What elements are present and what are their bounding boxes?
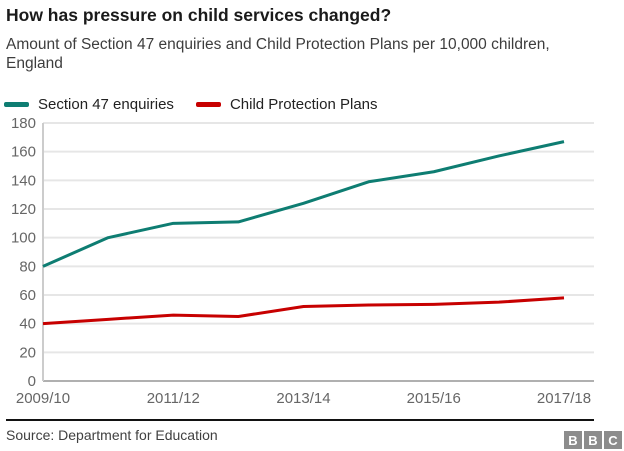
legend-swatch-icon bbox=[195, 102, 221, 107]
series-line-child-protection-plans bbox=[42, 296, 565, 326]
legend-swatch-icon bbox=[4, 102, 29, 107]
y-tick-label: 80 bbox=[19, 258, 36, 275]
y-tick-label: 140 bbox=[11, 172, 36, 189]
legend-item-section-47-enquiries: Section 47 enquiries bbox=[4, 96, 174, 113]
legend-label: Section 47 enquiries bbox=[38, 96, 174, 113]
footer-divider bbox=[6, 419, 594, 421]
x-tick-label: 2011/12 bbox=[147, 390, 200, 407]
series-line-section-47-enquiries bbox=[42, 140, 565, 268]
bbc-logo-block: B bbox=[564, 431, 582, 449]
y-tick-label: 160 bbox=[11, 144, 36, 161]
bbc-logo-block: C bbox=[604, 431, 622, 449]
x-tick-label: 2013/14 bbox=[276, 390, 330, 407]
y-tick-label: 60 bbox=[19, 287, 36, 304]
bbc-logo-block: B bbox=[584, 431, 602, 449]
chart-subtitle: Amount of Section 47 enquiries and Child… bbox=[6, 36, 550, 72]
chart-legend: Section 47 enquiries Child Protection Pla… bbox=[4, 96, 400, 113]
line-chart: 0 20 40 60 80 100 120 140 160 180 2009/10 2011/12 20… bbox=[11, 118, 594, 407]
source-label: Source: Department for Education bbox=[6, 427, 218, 443]
y-tick-label: 20 bbox=[19, 344, 36, 361]
x-tick-label: 2017/18 bbox=[537, 390, 591, 407]
x-tick-label: 2015/16 bbox=[407, 390, 461, 407]
chart-title: How has pressure on child services chang… bbox=[6, 5, 392, 25]
legend-item-child-protection-plans: Child Protection Plans bbox=[195, 96, 378, 113]
y-tick-label: 180 bbox=[11, 118, 36, 132]
y-tick-label: 0 bbox=[28, 373, 36, 390]
y-tick-label: 120 bbox=[11, 201, 36, 218]
y-tick-label: 100 bbox=[11, 230, 36, 247]
x-tick-label: 2009/10 bbox=[16, 390, 70, 407]
legend-label: Child Protection Plans bbox=[229, 96, 378, 113]
y-tick-label: 40 bbox=[19, 316, 36, 333]
